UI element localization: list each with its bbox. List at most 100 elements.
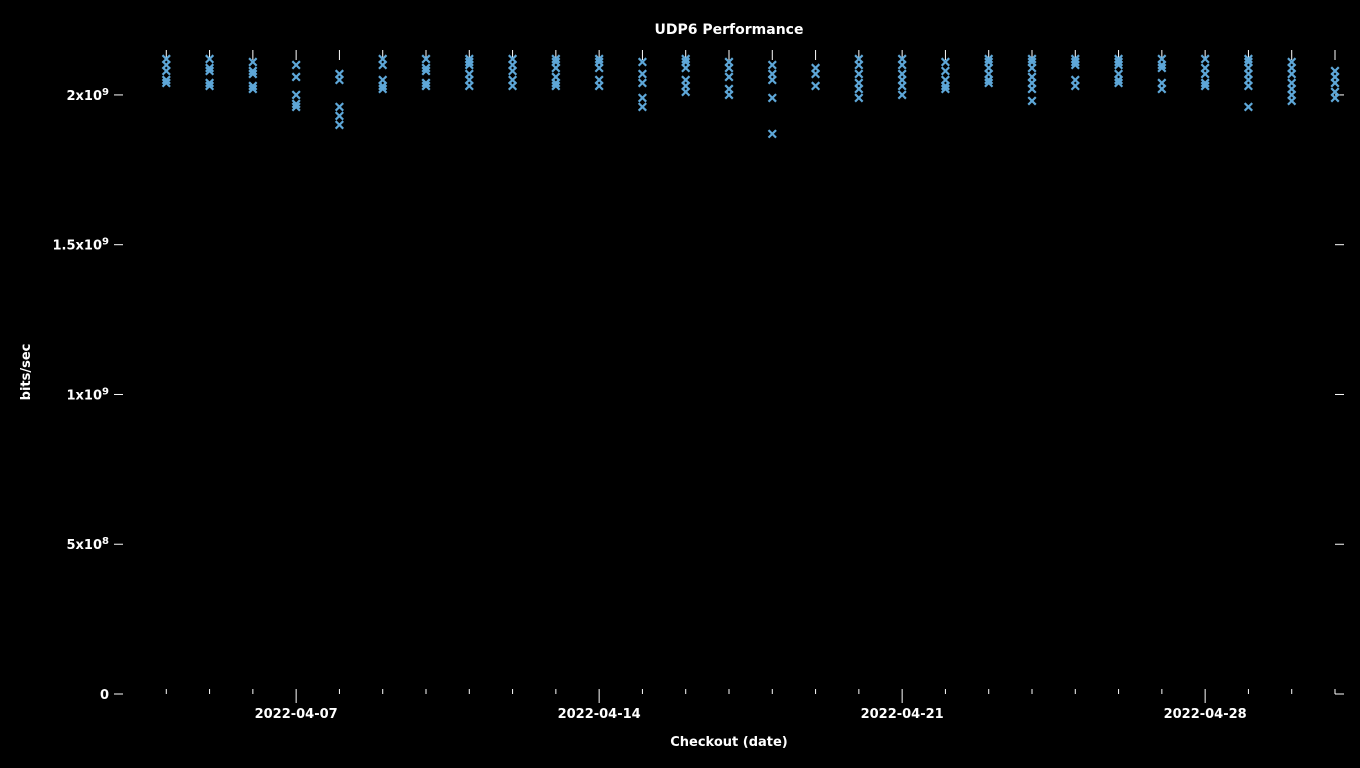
- data-point: [466, 77, 472, 83]
- data-point: [683, 65, 689, 71]
- data-point: [813, 83, 819, 89]
- scatter-series: [163, 56, 1338, 137]
- data-point: [1332, 80, 1338, 86]
- data-point: [510, 62, 516, 68]
- data-point: [1029, 74, 1035, 80]
- data-point: [553, 65, 559, 71]
- data-point: [683, 77, 689, 83]
- data-point: [1245, 71, 1251, 77]
- data-point: [510, 83, 516, 89]
- data-point: [683, 83, 689, 89]
- data-point: [856, 95, 862, 101]
- data-point: [1289, 92, 1295, 98]
- data-point: [899, 92, 905, 98]
- data-point: [596, 83, 602, 89]
- data-point: [726, 86, 732, 92]
- data-point: [1029, 80, 1035, 86]
- data-point: [899, 62, 905, 68]
- data-point: [856, 86, 862, 92]
- x-major-ticks: 2022-04-07 2022-04-14 2022-04-21 2022-04-28: [255, 694, 1247, 722]
- data-point: [899, 83, 905, 89]
- data-point: [639, 104, 645, 110]
- data-point: [856, 62, 862, 68]
- data-point: [1159, 86, 1165, 92]
- data-point: [1029, 65, 1035, 71]
- data-point: [1116, 71, 1122, 77]
- x-tick-label: 2022-04-07: [255, 707, 338, 722]
- data-point: [942, 77, 948, 83]
- y-tick-label: 2x109: [67, 86, 110, 104]
- data-point: [336, 71, 342, 77]
- data-point: [1332, 74, 1338, 80]
- data-point: [1332, 95, 1338, 101]
- data-point: [510, 77, 516, 83]
- data-point: [683, 89, 689, 95]
- data-point: [1245, 83, 1251, 89]
- data-point: [466, 83, 472, 89]
- data-point: [1029, 86, 1035, 92]
- data-point: [163, 68, 169, 74]
- data-point: [769, 77, 775, 83]
- data-point: [1202, 65, 1208, 71]
- data-point: [986, 65, 992, 71]
- data-point: [1289, 71, 1295, 77]
- data-point: [986, 71, 992, 77]
- data-point: [1332, 68, 1338, 74]
- data-point: [813, 71, 819, 77]
- data-point: [856, 80, 862, 86]
- data-point: [1245, 77, 1251, 83]
- data-point: [639, 80, 645, 86]
- data-point: [380, 62, 386, 68]
- data-point: [942, 68, 948, 74]
- y-axis-ticks: 05x1081x1091.5x1092x109: [53, 86, 1344, 703]
- data-point: [1289, 65, 1295, 71]
- data-point: [163, 62, 169, 68]
- data-point: [769, 62, 775, 68]
- data-point: [1029, 98, 1035, 104]
- data-point: [1202, 71, 1208, 77]
- data-point: [639, 95, 645, 101]
- y-tick-label: 1x109: [67, 386, 110, 404]
- data-point: [336, 122, 342, 128]
- x-tick-label: 2022-04-14: [558, 707, 641, 722]
- x-tick-label: 2022-04-21: [861, 707, 944, 722]
- data-point: [639, 71, 645, 77]
- data-point: [510, 68, 516, 74]
- data-point: [1245, 104, 1251, 110]
- y-axis-label: bits/sec: [19, 344, 34, 401]
- x-tick-label: 2022-04-28: [1164, 707, 1247, 722]
- data-point: [856, 71, 862, 77]
- y-tick-label: 5x108: [67, 536, 110, 554]
- data-point: [726, 74, 732, 80]
- data-point: [1289, 80, 1295, 86]
- data-point: [596, 77, 602, 83]
- x-axis-label: Checkout (date): [670, 735, 788, 750]
- data-point: [293, 74, 299, 80]
- data-point: [1072, 83, 1078, 89]
- data-point: [553, 74, 559, 80]
- data-point: [293, 92, 299, 98]
- data-point: [336, 104, 342, 110]
- chart-title: UDP6 Performance: [655, 22, 804, 38]
- data-point: [1159, 80, 1165, 86]
- data-point: [726, 65, 732, 71]
- x-minor-ticks: [166, 50, 1335, 694]
- data-point: [293, 62, 299, 68]
- data-point: [336, 113, 342, 119]
- data-point: [899, 71, 905, 77]
- data-point: [1289, 86, 1295, 92]
- data-point: [1245, 65, 1251, 71]
- data-point: [813, 65, 819, 71]
- data-point: [380, 77, 386, 83]
- data-point: [336, 77, 342, 83]
- data-point: [596, 65, 602, 71]
- data-point: [1332, 89, 1338, 95]
- data-point: [769, 131, 775, 137]
- data-point: [769, 71, 775, 77]
- data-point: [726, 92, 732, 98]
- data-point: [769, 95, 775, 101]
- data-point: [899, 77, 905, 83]
- data-point: [1072, 77, 1078, 83]
- data-point: [1289, 98, 1295, 104]
- y-tick-label: 1.5x109: [53, 236, 110, 254]
